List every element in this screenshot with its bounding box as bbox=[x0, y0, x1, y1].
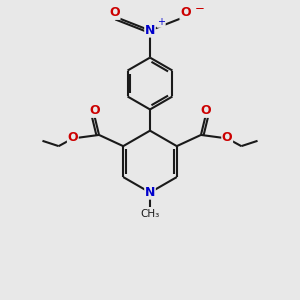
Text: CH₃: CH₃ bbox=[140, 209, 160, 219]
Text: −: − bbox=[194, 2, 204, 16]
Text: N: N bbox=[145, 24, 155, 37]
Text: O: O bbox=[200, 104, 211, 117]
Text: N: N bbox=[145, 186, 155, 199]
Text: O: O bbox=[109, 6, 120, 19]
Text: O: O bbox=[68, 131, 78, 144]
Text: O: O bbox=[180, 6, 191, 19]
Text: O: O bbox=[222, 131, 232, 144]
Text: +: + bbox=[157, 17, 165, 27]
Text: O: O bbox=[89, 104, 100, 117]
